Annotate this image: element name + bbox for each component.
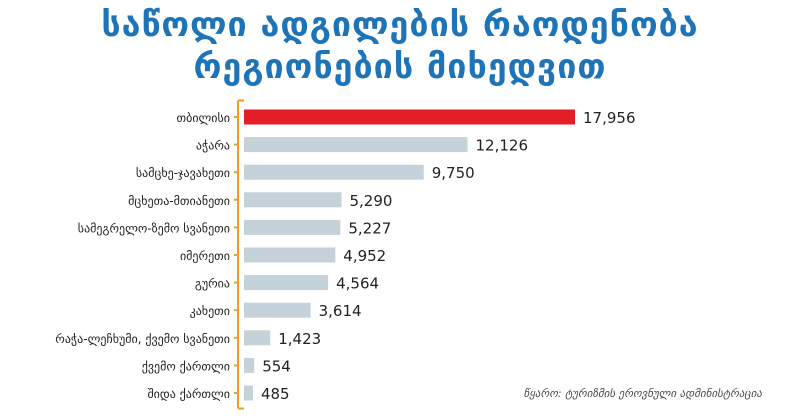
bar: [244, 219, 341, 235]
bar: [244, 357, 255, 373]
chart-title: საწოლი ადგილების რაოდენობა რეგიონების მი…: [0, 4, 800, 88]
category-label: აჭარა: [196, 139, 230, 153]
bar: [244, 247, 336, 263]
bar: [244, 109, 575, 125]
bar: [244, 330, 271, 346]
category-label: კახეთი: [190, 304, 230, 318]
value-label: 485: [261, 385, 290, 403]
value-label: 554: [262, 357, 291, 375]
value-label: 4,952: [343, 247, 386, 265]
category-label: გურია: [195, 277, 230, 291]
category-label: ქვემო ქართლი: [142, 359, 230, 373]
value-label: 5,227: [348, 219, 391, 237]
bar: [244, 137, 468, 153]
category-label: მცხეთა-მთიანეთი: [128, 194, 230, 208]
value-label: 3,614: [319, 302, 362, 320]
category-label: სამცხე-ჯავახეთი: [136, 166, 230, 180]
bar: [244, 302, 311, 318]
category-label: თბილისი: [177, 111, 231, 125]
title-line-1: საწოლი ადგილების რაოდენობა: [101, 5, 699, 45]
title-line-2: რეგიონების მიხედვით: [193, 47, 607, 87]
bar: [244, 275, 329, 291]
bar: [244, 385, 253, 401]
category-label: სამეგრელო-ზემო სვანეთი: [78, 221, 230, 235]
category-label: რაჭა-ლეჩხუმი, ქვემო სვანეთი: [55, 332, 230, 346]
bar: [244, 164, 424, 180]
value-label: 9,750: [432, 164, 475, 182]
value-label: 5,290: [350, 192, 393, 210]
category-label: იმერეთი: [180, 249, 230, 263]
category-label: შიდა ქართლი: [147, 387, 230, 401]
value-label: 17,956: [583, 109, 636, 127]
value-label: 4,564: [336, 275, 379, 293]
value-label: 12,126: [476, 137, 528, 155]
value-label: 1,423: [278, 330, 321, 348]
source-note: წყარო: ტურიზმის ეროვნული ადმინისტრაცია: [523, 387, 763, 400]
bar: [244, 192, 342, 208]
